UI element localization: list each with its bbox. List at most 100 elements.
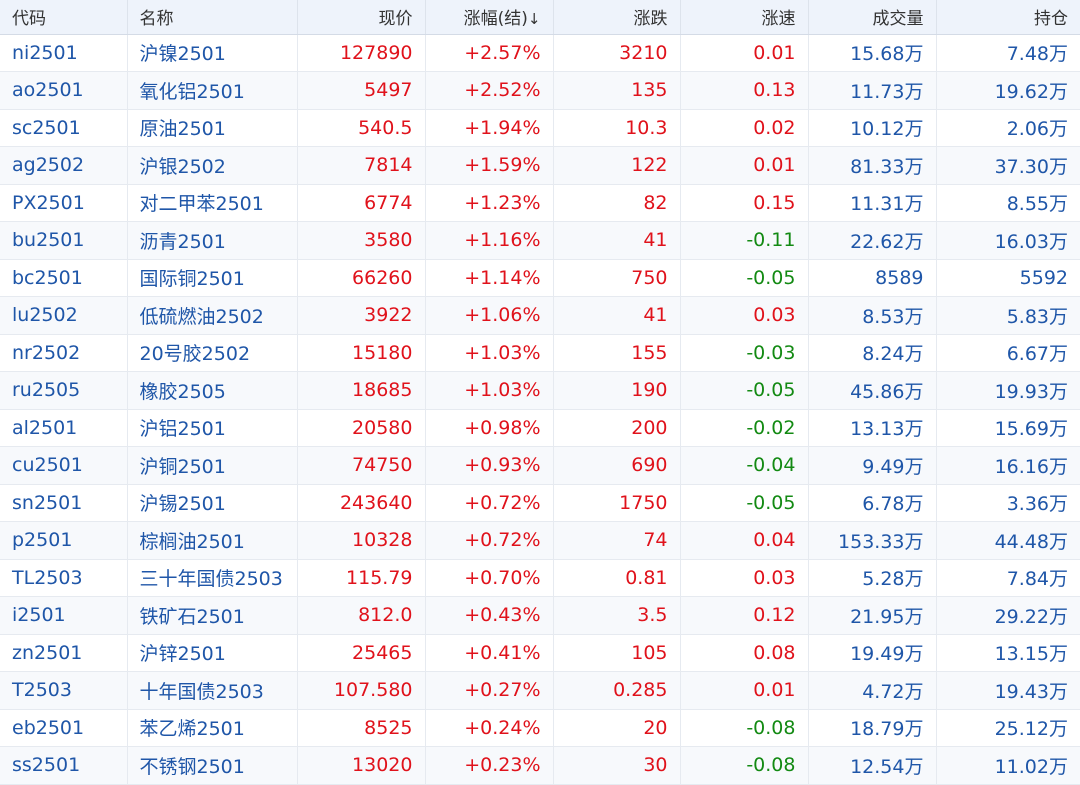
cell-name: 苯乙烯2501 <box>127 709 298 747</box>
table-row[interactable]: TL2503 三十年国债2503 115.79 +0.70% 0.81 0.03 5.28万… <box>0 559 1080 597</box>
cell-volume: 8589 <box>808 259 937 297</box>
table-row[interactable]: ru2505 橡胶2505 18685 +1.03% 190 -0.05 45.86万 19.… <box>0 371 1080 410</box>
cell-price: 540.5 <box>297 109 426 147</box>
cell-code: TL2503 <box>0 559 128 597</box>
cell-change-pct: +1.03% <box>425 334 554 372</box>
cell-speed: -0.08 <box>680 709 809 747</box>
table-row[interactable]: nr2502 20号胶2502 15180 +1.03% 155 -0.03 8.24万 6.… <box>0 334 1080 372</box>
column-header-price[interactable]: 现价 <box>297 0 426 35</box>
cell-open-interest: 11.02万 <box>936 746 1080 785</box>
cell-volume: 11.31万 <box>808 184 937 222</box>
table-row[interactable]: lu2502 低硫燃油2502 3922 +1.06% 41 0.03 8.53万 5.83万 <box>0 296 1080 335</box>
sort-descending-icon: ↓ <box>527 10 541 29</box>
table-row[interactable]: i2501 铁矿石2501 812.0 +0.43% 3.5 0.12 21.95万 29.2… <box>0 596 1080 635</box>
cell-volume: 9.49万 <box>808 446 937 485</box>
cell-change: 3210 <box>553 34 681 72</box>
cell-price: 15180 <box>297 334 426 372</box>
cell-change: 690 <box>553 446 681 485</box>
cell-price: 115.79 <box>297 559 426 597</box>
cell-change-pct: +1.03% <box>425 371 554 410</box>
cell-change-pct: +0.72% <box>425 484 554 522</box>
cell-name: 低硫燃油2502 <box>127 296 298 335</box>
table-row[interactable]: eb2501 苯乙烯2501 8525 +0.24% 20 -0.08 18.79万 25.1… <box>0 709 1080 747</box>
cell-change: 135 <box>553 71 681 110</box>
table-row[interactable]: cu2501 沪铜2501 74750 +0.93% 690 -0.04 9.49万 16.1… <box>0 446 1080 485</box>
cell-change-pct: +0.72% <box>425 521 554 560</box>
cell-speed: -0.05 <box>680 484 809 522</box>
cell-name: 沪锡2501 <box>127 484 298 522</box>
cell-change: 74 <box>553 521 681 560</box>
column-header-change-pct[interactable]: 涨幅(结)↓ <box>425 0 554 35</box>
table-row[interactable]: bu2501 沥青2501 3580 +1.16% 41 -0.11 22.62万 16.03… <box>0 221 1080 260</box>
cell-volume: 18.79万 <box>808 709 937 747</box>
cell-volume: 6.78万 <box>808 484 937 522</box>
cell-change: 41 <box>553 296 681 335</box>
cell-open-interest: 15.69万 <box>936 409 1080 447</box>
cell-code: bu2501 <box>0 221 128 260</box>
cell-speed: 0.03 <box>680 296 809 335</box>
table-row[interactable]: ni2501 沪镍2501 127890 +2.57% 3210 0.01 15.68万 7.… <box>0 34 1080 72</box>
cell-open-interest: 8.55万 <box>936 184 1080 222</box>
cell-speed: 0.08 <box>680 634 809 672</box>
cell-name: 原油2501 <box>127 109 298 147</box>
cell-name: 不锈钢2501 <box>127 746 298 785</box>
column-header-open-interest[interactable]: 持仓 <box>936 0 1080 35</box>
cell-open-interest: 25.12万 <box>936 709 1080 747</box>
cell-name: 对二甲苯2501 <box>127 184 298 222</box>
column-header-volume[interactable]: 成交量 <box>808 0 937 35</box>
column-header-speed[interactable]: 涨速 <box>680 0 809 35</box>
table-row[interactable]: ag2502 沪银2502 7814 +1.59% 122 0.01 81.33万 37.30… <box>0 146 1080 185</box>
cell-open-interest: 19.62万 <box>936 71 1080 110</box>
cell-change: 122 <box>553 146 681 185</box>
cell-speed: -0.04 <box>680 446 809 485</box>
table-row[interactable]: sn2501 沪锡2501 243640 +0.72% 1750 -0.05 6.78万 3.… <box>0 484 1080 522</box>
cell-speed: 0.04 <box>680 521 809 560</box>
cell-volume: 4.72万 <box>808 671 937 710</box>
cell-price: 66260 <box>297 259 426 297</box>
table-row[interactable]: zn2501 沪锌2501 25465 +0.41% 105 0.08 19.49万 13.1… <box>0 634 1080 672</box>
cell-change-pct: +0.98% <box>425 409 554 447</box>
cell-open-interest: 3.36万 <box>936 484 1080 522</box>
column-header-name[interactable]: 名称 <box>127 0 298 35</box>
table-row[interactable]: PX2501 对二甲苯2501 6774 +1.23% 82 0.15 11.31万 8.55… <box>0 184 1080 222</box>
cell-speed: 0.03 <box>680 559 809 597</box>
cell-speed: -0.03 <box>680 334 809 372</box>
table-row[interactable]: al2501 沪铝2501 20580 +0.98% 200 -0.02 13.13万 15.… <box>0 409 1080 447</box>
cell-volume: 19.49万 <box>808 634 937 672</box>
cell-change-pct: +1.59% <box>425 146 554 185</box>
cell-speed: -0.08 <box>680 746 809 785</box>
cell-price: 10328 <box>297 521 426 560</box>
cell-price: 3580 <box>297 221 426 260</box>
cell-change: 3.5 <box>553 596 681 635</box>
table-row[interactable]: ss2501 不锈钢2501 13020 +0.23% 30 -0.08 12.54万 11.… <box>0 746 1080 785</box>
table-row[interactable]: ao2501 氧化铝2501 5497 +2.52% 135 0.13 11.73万 19.6… <box>0 71 1080 110</box>
cell-open-interest: 7.84万 <box>936 559 1080 597</box>
cell-code: PX2501 <box>0 184 128 222</box>
table-row[interactable]: T2503 十年国债2503 107.580 +0.27% 0.285 0.01 4.72万… <box>0 671 1080 710</box>
cell-volume: 5.28万 <box>808 559 937 597</box>
cell-change: 0.285 <box>553 671 681 710</box>
cell-code: lu2502 <box>0 296 128 335</box>
column-header-code[interactable]: 代码 <box>0 0 128 35</box>
cell-open-interest: 19.93万 <box>936 371 1080 410</box>
cell-price: 107.580 <box>297 671 426 710</box>
cell-code: ag2502 <box>0 146 128 185</box>
cell-code: al2501 <box>0 409 128 447</box>
cell-name: 沪锌2501 <box>127 634 298 672</box>
table-row[interactable]: sc2501 原油2501 540.5 +1.94% 10.3 0.02 10.12万 2.0… <box>0 109 1080 147</box>
cell-speed: 0.01 <box>680 671 809 710</box>
cell-volume: 12.54万 <box>808 746 937 785</box>
table-row[interactable]: bc2501 国际铜2501 66260 +1.14% 750 -0.05 8589 5592 <box>0 259 1080 297</box>
cell-speed: 0.01 <box>680 146 809 185</box>
cell-change: 82 <box>553 184 681 222</box>
cell-name: 铁矿石2501 <box>127 596 298 635</box>
cell-code: nr2502 <box>0 334 128 372</box>
cell-change: 155 <box>553 334 681 372</box>
table-row[interactable]: p2501 棕榈油2501 10328 +0.72% 74 0.04 153.33万 44.4… <box>0 521 1080 560</box>
cell-code: i2501 <box>0 596 128 635</box>
cell-change-pct: +1.23% <box>425 184 554 222</box>
cell-code: ss2501 <box>0 746 128 785</box>
column-header-change[interactable]: 涨跌 <box>553 0 681 35</box>
cell-open-interest: 6.67万 <box>936 334 1080 372</box>
